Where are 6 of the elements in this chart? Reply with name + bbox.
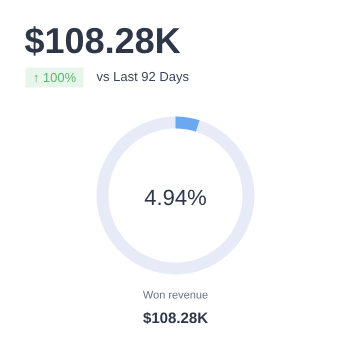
text: Won revenue — [142, 290, 208, 302]
text: ↑ 100% — [32, 70, 77, 85]
text: $108.28K — [142, 310, 208, 327]
chart-title: $108.28K — [24, 20, 181, 61]
text: vs Last 92 Days — [96, 69, 190, 84]
text: 4.94% — [144, 185, 207, 210]
